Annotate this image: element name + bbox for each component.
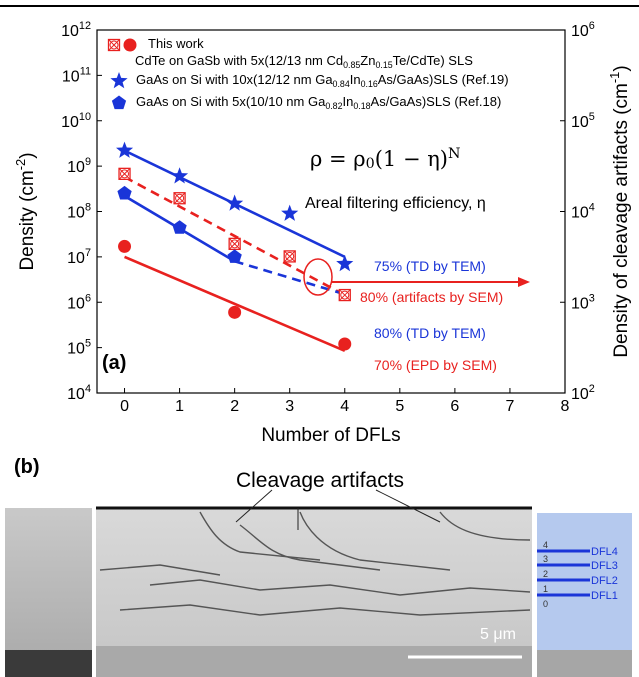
x-tick-label: 1 <box>175 398 184 415</box>
y2-tick-label: 103 <box>571 292 595 312</box>
marker <box>117 186 131 200</box>
marker <box>229 238 240 249</box>
y-tick-label: 108 <box>67 201 91 221</box>
scale-label: 5 μm <box>480 626 516 643</box>
layer-number: 4 <box>543 540 548 550</box>
fit-line <box>125 257 345 351</box>
x-tick-label: 6 <box>450 398 459 415</box>
sem-main-substrate <box>96 646 532 677</box>
marker <box>228 249 242 263</box>
y2-axis-title: Density of cleavage artifacts (cm-1) <box>607 65 632 357</box>
x-tick-label: 7 <box>505 398 514 415</box>
marker <box>226 195 243 211</box>
x-tick-label: 0 <box>120 398 129 415</box>
x-tick-label: 4 <box>340 398 349 415</box>
layer-number: 0 <box>543 599 548 609</box>
marker <box>118 240 131 253</box>
figure: 0123456781041051061071081091010101110121… <box>0 0 639 677</box>
chart: 0 1 2 3 4 5 6 7 8 104 105 106 107 108 109 1010 1011 1012 1… <box>13 20 632 446</box>
marker <box>338 338 351 351</box>
legend-label: GaAs on Si with 5x(10/10 nm Ga0.82In0.18… <box>136 94 501 111</box>
annotation: 80% (TD by TEM) <box>374 325 486 341</box>
marker <box>112 96 126 110</box>
y2-tick-label: 105 <box>571 111 595 131</box>
marker <box>173 220 187 234</box>
marker <box>174 193 185 204</box>
annotation: 70% (EPD by SEM) <box>374 357 497 373</box>
marker <box>124 39 137 52</box>
y2-tick-label: 102 <box>571 383 595 403</box>
y-tick-label: 107 <box>67 247 91 267</box>
y-tick-label: 106 <box>67 292 91 312</box>
legend: This work CdTe on GaSb with 5x(12/13 nm C… <box>109 36 509 111</box>
marker <box>336 255 353 271</box>
sem-left-substrate <box>5 650 92 677</box>
arrow-head <box>518 277 530 287</box>
y-tick-label: 109 <box>67 156 91 176</box>
x-tick-label: 8 <box>561 398 570 415</box>
y-axis-title: Density (cm-2) <box>13 152 38 270</box>
x-tick-label: 3 <box>285 398 294 415</box>
y2-tick-label: 104 <box>571 201 595 221</box>
layer-label: DFL1 <box>591 590 618 602</box>
layer-number: 1 <box>543 584 548 594</box>
y-tick-label: 1011 <box>62 65 91 85</box>
marker <box>116 142 133 158</box>
annotation: 75% (TD by TEM) <box>374 258 486 274</box>
y-tick-label: 105 <box>67 338 91 358</box>
layer-number: 3 <box>543 554 548 564</box>
marker <box>110 72 127 88</box>
caption: Cleavage artifacts <box>236 469 404 492</box>
x-tick-label: 5 <box>395 398 404 415</box>
y-tick-label: 1012 <box>61 20 91 40</box>
panel-label: (b) <box>14 456 40 478</box>
marker <box>228 306 241 319</box>
marker <box>281 205 298 221</box>
annotation: Areal filtering efficiency, η <box>305 195 486 212</box>
layer-label: DFL4 <box>591 546 618 558</box>
layer-label: DFL2 <box>591 575 618 587</box>
highlight-circle <box>304 259 332 295</box>
x-axis-title: Number of DFLs <box>261 425 400 446</box>
legend-note: CdTe on GaSb with 5x(12/13 nm Cd0.85Zn0.… <box>135 53 473 70</box>
panel-label: (a) <box>102 352 126 374</box>
layer-number: 2 <box>543 569 548 579</box>
marker <box>284 251 295 262</box>
marker <box>339 290 350 301</box>
layer-label: DFL3 <box>591 560 618 572</box>
x-tick-label: 2 <box>230 398 239 415</box>
legend-label: GaAs on Si with 10x(12/12 nm Ga0.84In0.1… <box>136 72 509 89</box>
annotation: ρ = ρ0(1 − η)N <box>310 146 460 172</box>
y2-tick-label: 106 <box>571 20 595 40</box>
schematic-substrate <box>537 650 632 677</box>
annotation: 80% (artifacts by SEM) <box>360 289 503 305</box>
marker <box>119 168 130 179</box>
y-tick-label: 1010 <box>61 111 91 131</box>
marker <box>109 40 120 51</box>
legend-label: This work <box>148 36 204 51</box>
y-tick-label: 104 <box>67 383 91 403</box>
